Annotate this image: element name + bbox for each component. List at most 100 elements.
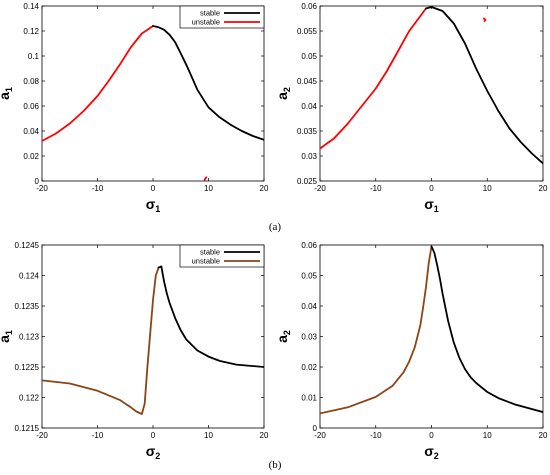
y-tick-label: 0.08 (23, 77, 39, 86)
y-tick-label: 0.1215 (15, 424, 40, 433)
y-axis-label: a2 (274, 87, 292, 100)
y-axis-label-subscript: 1 (4, 87, 14, 92)
y-tick-label: 0.025 (297, 177, 318, 186)
x-axis-label: σ1 (424, 196, 439, 214)
y-tick-label: 0.055 (297, 27, 318, 36)
y-tick-label: 0.05 (301, 52, 317, 61)
y-tick-label: 0.045 (297, 77, 318, 86)
series-line-stable (425, 6, 543, 165)
x-axis-label-subscript: 2 (155, 451, 160, 461)
x-tick-label: 0 (429, 431, 434, 440)
plot-a2-vs-sigma1: -20 -10 0 10 20 0.025 0.03 0.035 0.04 0.045 0.05 0.… (274, 2, 548, 214)
x-axis-label-symbol: σ (424, 196, 434, 212)
series-line-stable (430, 245, 543, 413)
x-tick-label: -20 (36, 184, 48, 193)
x-tick-label: -20 (314, 184, 326, 193)
y-tick-label: 0.035 (297, 127, 318, 136)
series-line-unstable (203, 176, 208, 181)
y-tick-label: 0.06 (23, 102, 39, 111)
legend-label-unstable: unstable (192, 257, 220, 266)
y-tick-label: 0 (35, 177, 40, 186)
caption-b: (b) (269, 459, 282, 471)
x-axis-label-subscript: 2 (434, 451, 439, 461)
y-axis-label-symbol: a (274, 92, 290, 100)
plot-area (41, 5, 265, 182)
x-tick-label: -20 (314, 431, 326, 440)
legend-label-stable: stable (200, 248, 220, 257)
y-tick-label: 0.14 (23, 2, 39, 11)
y-tick-label: 0 (313, 424, 318, 433)
x-tick-label: 0 (429, 184, 434, 193)
x-axis-label: σ2 (146, 443, 161, 461)
x-axis-label-symbol: σ (146, 443, 156, 459)
y-tick-label: 0.123 (19, 333, 40, 342)
x-tick-label: 10 (483, 184, 492, 193)
series-line-stable (152, 25, 264, 141)
x-tick-label: -10 (370, 184, 382, 193)
series-line-unstable (42, 25, 154, 142)
y-tick-label: 0.06 (301, 241, 317, 250)
x-tick-label: 20 (539, 184, 548, 193)
y-axis-label-symbol: a (0, 92, 12, 100)
series-line-unstable (320, 7, 427, 150)
caption-a: (a) (269, 221, 282, 233)
y-axis-label: a2 (274, 330, 292, 343)
plot-area (319, 5, 544, 182)
plot-a1-vs-sigma2: -20 -10 0 10 20 0.1215 0.122 0.1225 0.123 0.1235 0… (0, 241, 269, 461)
x-axis-label-subscript: 1 (434, 204, 439, 214)
y-axis-label: a1 (0, 330, 14, 343)
y-tick-label: 0.04 (301, 102, 317, 111)
y-tick-label: 0.1235 (15, 302, 40, 311)
y-axis-label-symbol: a (0, 335, 12, 343)
x-axis-label-symbol: σ (424, 443, 434, 459)
legend-label-unstable: unstable (192, 18, 220, 27)
y-tick-label: 0.02 (23, 152, 39, 161)
x-tick-label: 20 (260, 184, 269, 193)
y-tick-label: 0.04 (301, 302, 317, 311)
x-tick-label: -10 (92, 431, 104, 440)
x-tick-label: 0 (151, 184, 156, 193)
y-tick-label: 0.1 (28, 52, 40, 61)
y-tick-label: 0.122 (19, 394, 40, 403)
plot-a1-vs-sigma1: -20 -10 0 10 20 0 0.02 0.04 0.06 0.08 0.1 0.12 0.14 σ… (0, 2, 269, 214)
x-tick-label: 10 (204, 184, 213, 193)
y-tick-label: 0.1245 (15, 241, 40, 250)
legend-label-stable: stable (200, 9, 220, 18)
series-line-unstable (320, 245, 433, 415)
y-tick-label: 0.06 (301, 2, 317, 11)
y-tick-label: 0.03 (301, 333, 317, 342)
y-tick-label: 0.12 (23, 27, 39, 36)
y-axis-label-subscript: 2 (282, 87, 292, 92)
y-tick-label: 0.03 (301, 152, 317, 161)
x-tick-label: -20 (36, 431, 48, 440)
y-tick-label: 0.01 (301, 394, 317, 403)
y-tick-label: 0.04 (23, 127, 39, 136)
x-tick-label: -10 (370, 431, 382, 440)
x-axis-label-subscript: 1 (155, 204, 160, 214)
series-line-stable (157, 265, 264, 368)
x-axis-label-symbol: σ (146, 196, 156, 212)
x-tick-label: 20 (539, 431, 548, 440)
series-line-unstable (42, 266, 160, 415)
y-tick-label: 0.02 (301, 363, 317, 372)
y-tick-label: 0.1225 (15, 363, 40, 372)
y-axis-label: a1 (0, 87, 14, 100)
y-axis-label-subscript: 1 (4, 330, 14, 335)
x-tick-label: 20 (260, 431, 269, 440)
y-tick-label: 0.124 (19, 272, 40, 281)
series-line-unstable (483, 17, 487, 22)
x-tick-label: -10 (92, 184, 104, 193)
y-axis-label-subscript: 2 (282, 330, 292, 335)
x-axis-label: σ1 (146, 196, 161, 214)
x-tick-label: 10 (483, 431, 492, 440)
y-tick-label: 0.05 (301, 272, 317, 281)
y-axis-label-symbol: a (274, 335, 290, 343)
plot-area (319, 244, 544, 429)
x-tick-label: 0 (151, 431, 156, 440)
plot-area (41, 244, 265, 429)
x-tick-label: 10 (204, 431, 213, 440)
